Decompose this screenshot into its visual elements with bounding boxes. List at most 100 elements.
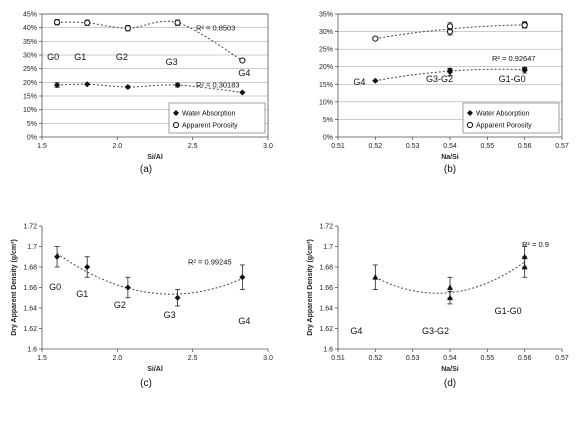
y-tick-label: 1.72 xyxy=(23,224,37,231)
y-tick-label: 10% xyxy=(23,107,37,114)
y-tick-label: 20% xyxy=(319,64,333,71)
group-label: G3-G2 xyxy=(426,74,453,84)
group-label: G1-G0 xyxy=(499,74,526,84)
y-tick-label: 1.62 xyxy=(319,326,333,333)
data-point xyxy=(372,77,379,84)
chart-panel-a: 0% 5% 10% 15% 20% 25% 30% 35% 40% 45% 1.5 2.0 2.5 3.0… xyxy=(23,12,273,176)
chart-panel-b: 0% 5% 10% 15% 20% 25% 30% 35% 0.51 0.52 0.53 0.54 0.… xyxy=(319,0,569,175)
data-point xyxy=(84,264,91,270)
x-tick-label: 0.55 xyxy=(481,355,495,362)
x-tick-label: 2.0 xyxy=(112,355,122,362)
y-tick-label: 25% xyxy=(319,47,333,54)
y-tick-label: 1.7 xyxy=(323,244,333,251)
y-tick-label: 1.6 xyxy=(27,347,37,354)
x-tick-label: 0.52 xyxy=(369,143,383,150)
x-tick-label: 0.57 xyxy=(555,143,569,150)
x-axis-title: Na/Si xyxy=(441,366,459,373)
x-tick-label: 0.56 xyxy=(518,355,532,362)
legend-entry: Apparent Porosity xyxy=(182,123,238,130)
y-tick-label: 5% xyxy=(323,117,333,124)
y-tick-label: 30% xyxy=(319,29,333,36)
group-label: G4 xyxy=(350,326,362,336)
data-point xyxy=(124,25,131,32)
x-tick-label: 0.53 xyxy=(406,355,420,362)
data-point xyxy=(174,294,181,301)
y-tick-label: 20% xyxy=(23,80,37,87)
data-point xyxy=(372,35,379,42)
series-water-absorption: R² = 0.92647 xyxy=(372,54,536,84)
chart-panel-d: 1.6 1.62 1.64 1.66 1.68 1.7 1.72 0.51 0.52 0.53 0.… xyxy=(307,224,569,390)
y-tick-label: 1.6 xyxy=(323,347,333,354)
group-label: G4 xyxy=(238,68,250,78)
legend-marker xyxy=(466,121,474,129)
legend-box xyxy=(168,102,266,134)
legend: Water Absorption Apparent Porosity xyxy=(462,102,560,134)
y-tick-label: 10% xyxy=(319,99,333,106)
group-label: G1 xyxy=(74,52,86,62)
group-label: G0 xyxy=(47,52,59,62)
x-tick-label: 0.51 xyxy=(331,355,345,362)
r-squared-label: R² = 0.8503 xyxy=(196,23,235,32)
group-label: G2 xyxy=(116,52,128,62)
y-tick-label: 1.7 xyxy=(27,244,37,251)
legend-marker xyxy=(173,110,179,116)
r-squared-label: R² = 0.99245 xyxy=(188,257,232,266)
x-tick-label: 0.53 xyxy=(406,143,420,150)
x-tick-label: 3.0 xyxy=(263,143,273,150)
x-axis-title: Si/Al xyxy=(147,154,163,161)
data-point xyxy=(124,83,131,90)
x-tick-label: 3.0 xyxy=(263,355,273,362)
x-tick-label: 0.51 xyxy=(331,143,345,150)
trendline xyxy=(57,83,243,93)
group-label: G4 xyxy=(238,316,250,326)
x-tick-label: 0.52 xyxy=(369,355,383,362)
data-point xyxy=(239,57,246,64)
group-label: G0 xyxy=(49,282,61,292)
data-point xyxy=(54,253,61,260)
group-label: G3-G2 xyxy=(422,326,449,336)
y-tick-label: 0% xyxy=(323,135,333,142)
data-point xyxy=(54,82,61,89)
data-point xyxy=(84,81,91,88)
data-point xyxy=(174,19,181,26)
legend-entry: Water Absorption xyxy=(182,111,236,118)
data-point xyxy=(124,284,131,291)
x-tick-label: 1.5 xyxy=(37,143,47,150)
data-point xyxy=(447,284,453,290)
x-axis-title: Si/Al xyxy=(147,366,163,373)
x-tick-label: 0.54 xyxy=(443,143,457,150)
trendline xyxy=(57,20,243,61)
series-apparent-porosity: R² = 0.84375 xyxy=(372,0,536,42)
y-tick-label: 1.72 xyxy=(319,224,333,231)
y-axis-title: Dry Apparent Density (g/cm³) xyxy=(307,239,314,336)
data-point xyxy=(447,67,453,74)
y-tick-label: 30% xyxy=(23,53,37,60)
group-label: G3 xyxy=(164,310,176,320)
group-label: G2 xyxy=(114,300,126,310)
y-tick-label: 1.68 xyxy=(319,265,333,272)
y-tick-label: 35% xyxy=(319,12,333,19)
y-tick-label: 15% xyxy=(319,82,333,89)
series-dry-apparent-density: R² = 0.9 xyxy=(372,240,549,305)
group-label: G4 xyxy=(353,77,365,87)
panel-caption: (d) xyxy=(444,378,456,389)
y-tick-label: 1.62 xyxy=(23,326,37,333)
data-point xyxy=(53,19,61,26)
plot-frame xyxy=(41,13,269,138)
y-tick-label: 1.68 xyxy=(23,265,37,272)
legend-entry: Apparent Porosity xyxy=(476,123,532,130)
x-tick-label: 1.5 xyxy=(37,355,47,362)
x-tick-label: 2.5 xyxy=(188,143,198,150)
trendline xyxy=(375,24,525,40)
x-tick-label: 0.56 xyxy=(518,143,532,150)
legend-marker xyxy=(172,121,180,129)
y-axis-title: Dry Apparent Density (g/cm³) xyxy=(11,239,18,336)
panel-caption: (b) xyxy=(444,164,456,175)
panel-caption: (a) xyxy=(140,164,152,175)
data-point xyxy=(446,23,454,30)
data-point xyxy=(84,19,91,26)
y-tick-label: 25% xyxy=(23,66,37,73)
panel-caption: (c) xyxy=(140,378,152,389)
r-squared-label: R² = 0.9 xyxy=(522,240,549,249)
